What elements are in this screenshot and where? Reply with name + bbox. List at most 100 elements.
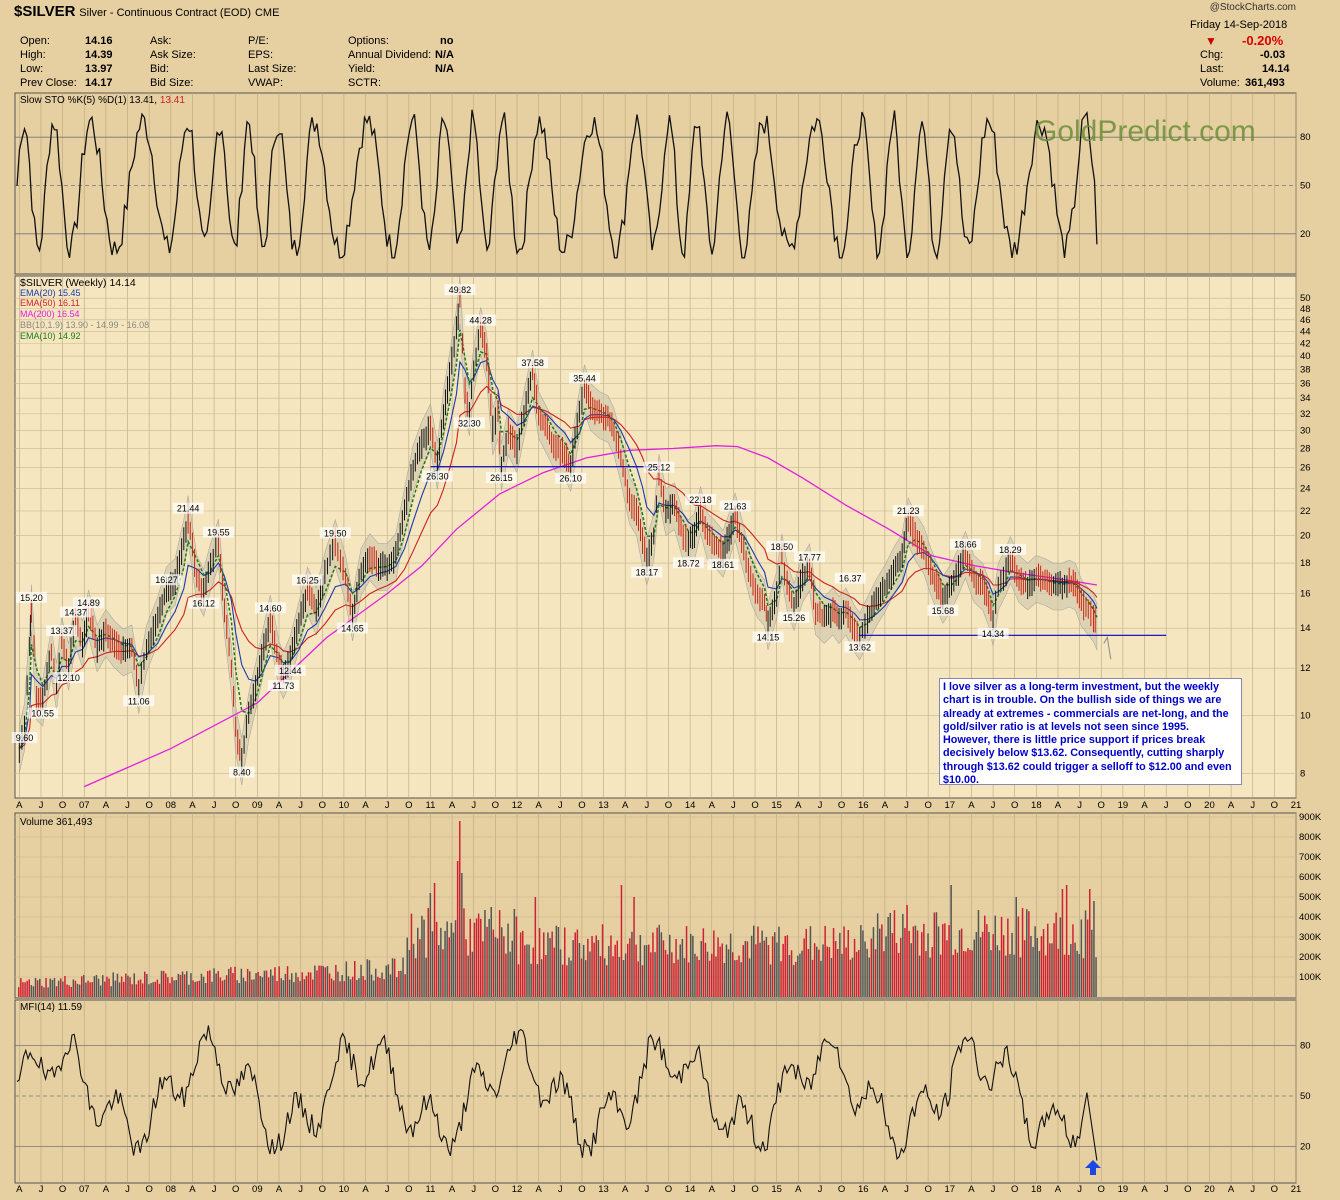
volume-bar bbox=[412, 943, 415, 997]
x-tick-label: A bbox=[882, 800, 889, 811]
volume-bar bbox=[190, 973, 192, 997]
volume-bar bbox=[1023, 940, 1026, 997]
volume-bar bbox=[937, 926, 940, 997]
volume-bar bbox=[868, 957, 870, 997]
volume-bar bbox=[213, 968, 215, 997]
volume-bar bbox=[154, 981, 156, 997]
volume-bar bbox=[501, 927, 503, 997]
volume-bar bbox=[448, 937, 450, 997]
volume-bar bbox=[238, 982, 240, 997]
volume-bar bbox=[383, 979, 385, 997]
x-tick-label: O bbox=[405, 800, 412, 811]
volume-bar bbox=[824, 925, 826, 997]
volume-bar bbox=[765, 936, 768, 997]
volume-bar bbox=[687, 962, 690, 997]
volume-bar bbox=[706, 951, 709, 997]
volume-bar bbox=[755, 944, 757, 997]
volume-bar bbox=[944, 923, 946, 997]
x-tick-label: J bbox=[471, 800, 476, 811]
volume-bar bbox=[624, 953, 627, 997]
volume-bar bbox=[492, 929, 495, 997]
volume-bars bbox=[18, 821, 1097, 997]
volume-bar bbox=[259, 975, 261, 997]
volume-bar bbox=[580, 958, 583, 997]
price-annotation-bg bbox=[766, 540, 798, 552]
volume-bar bbox=[475, 918, 478, 997]
volume-bar bbox=[1034, 926, 1036, 997]
volume-bar bbox=[377, 976, 379, 997]
volume-bar bbox=[393, 958, 396, 997]
volume-bar bbox=[1042, 929, 1045, 997]
volume-bar bbox=[1047, 923, 1049, 997]
x-tick-label: A bbox=[1141, 1184, 1148, 1195]
volume-bar bbox=[631, 931, 633, 997]
volume-bar bbox=[87, 980, 89, 997]
stoch-k-line bbox=[16, 109, 1098, 261]
price-y-tick: 26 bbox=[1300, 463, 1311, 474]
x-tick-label: 18 bbox=[1031, 1184, 1042, 1195]
x-tick-label: O bbox=[1098, 800, 1105, 811]
price-annotation: 21.23 bbox=[897, 506, 920, 516]
volume-bar bbox=[192, 980, 194, 997]
volume-bar bbox=[78, 984, 81, 997]
price-annotation: 14.60 bbox=[259, 603, 282, 613]
volume-bar bbox=[671, 952, 673, 997]
volume-bar bbox=[137, 980, 140, 997]
volume-bar bbox=[595, 935, 597, 997]
volume-bar bbox=[834, 941, 837, 997]
volume-bar bbox=[18, 987, 20, 997]
volume-bar bbox=[347, 976, 350, 997]
volume-bar bbox=[996, 945, 999, 997]
yield-label: Yield: bbox=[348, 63, 376, 75]
volume-bar bbox=[249, 971, 251, 997]
x-tick-label: O bbox=[145, 800, 152, 811]
date: Friday 14-Sep-2018 bbox=[1190, 19, 1288, 31]
price-annotation: 13.37 bbox=[50, 626, 73, 636]
x-tick-label: A bbox=[968, 1184, 975, 1195]
mfi-y-tick: 80 bbox=[1300, 1041, 1311, 1052]
vol-y-tick: 700K bbox=[1299, 852, 1322, 863]
volume-bar bbox=[169, 983, 171, 997]
volume-bar bbox=[858, 950, 860, 997]
price-y-tick: 8 bbox=[1300, 768, 1305, 779]
volume-bar bbox=[591, 936, 593, 997]
volume-bar bbox=[998, 950, 1001, 997]
volume-bar bbox=[39, 978, 41, 997]
volume-bar bbox=[282, 980, 285, 997]
volume-bar bbox=[837, 949, 839, 997]
volume-bar bbox=[658, 924, 660, 997]
volume-bar bbox=[965, 951, 967, 997]
volume-bar bbox=[664, 949, 667, 997]
volume-bar bbox=[28, 979, 30, 997]
volume-bar bbox=[557, 926, 560, 997]
volume-bar bbox=[423, 919, 425, 997]
volume-bar bbox=[49, 978, 51, 997]
volume-bar bbox=[225, 975, 228, 997]
x-tick-label: A bbox=[362, 800, 369, 811]
price-annotation: 18.29 bbox=[999, 545, 1022, 555]
price-annotation: 18.66 bbox=[954, 540, 977, 550]
volume-bar bbox=[599, 956, 602, 997]
volume-bar bbox=[522, 930, 524, 997]
vol-y-tick: 300K bbox=[1299, 932, 1322, 943]
price-annotation-bg bbox=[202, 526, 234, 538]
x-tick-label: J bbox=[125, 1184, 130, 1195]
x-tick-label: J bbox=[818, 800, 823, 811]
volume-bar bbox=[396, 977, 398, 997]
eps-label: EPS: bbox=[248, 49, 274, 61]
volume-bar bbox=[935, 912, 938, 997]
volume-bar bbox=[828, 947, 831, 997]
volume-bar bbox=[177, 973, 180, 997]
axes: A A J J O O 07 07 A A J J O O 08 08 A A J J O O 09 09 A A J J O O 10 10… bbox=[16, 132, 1322, 1195]
x-tick-label: O bbox=[751, 1184, 758, 1195]
volume-bar bbox=[509, 951, 511, 997]
price-annotation: 14.37 bbox=[64, 607, 87, 617]
volume-bar bbox=[463, 908, 465, 997]
volume-bar bbox=[438, 945, 440, 997]
volume-bar bbox=[99, 985, 102, 997]
volume-bar bbox=[635, 944, 637, 997]
volume-bar bbox=[872, 927, 875, 997]
price-annotation-bg bbox=[60, 606, 92, 618]
x-tick-label: A bbox=[795, 1184, 802, 1195]
volume-bar bbox=[921, 932, 923, 997]
